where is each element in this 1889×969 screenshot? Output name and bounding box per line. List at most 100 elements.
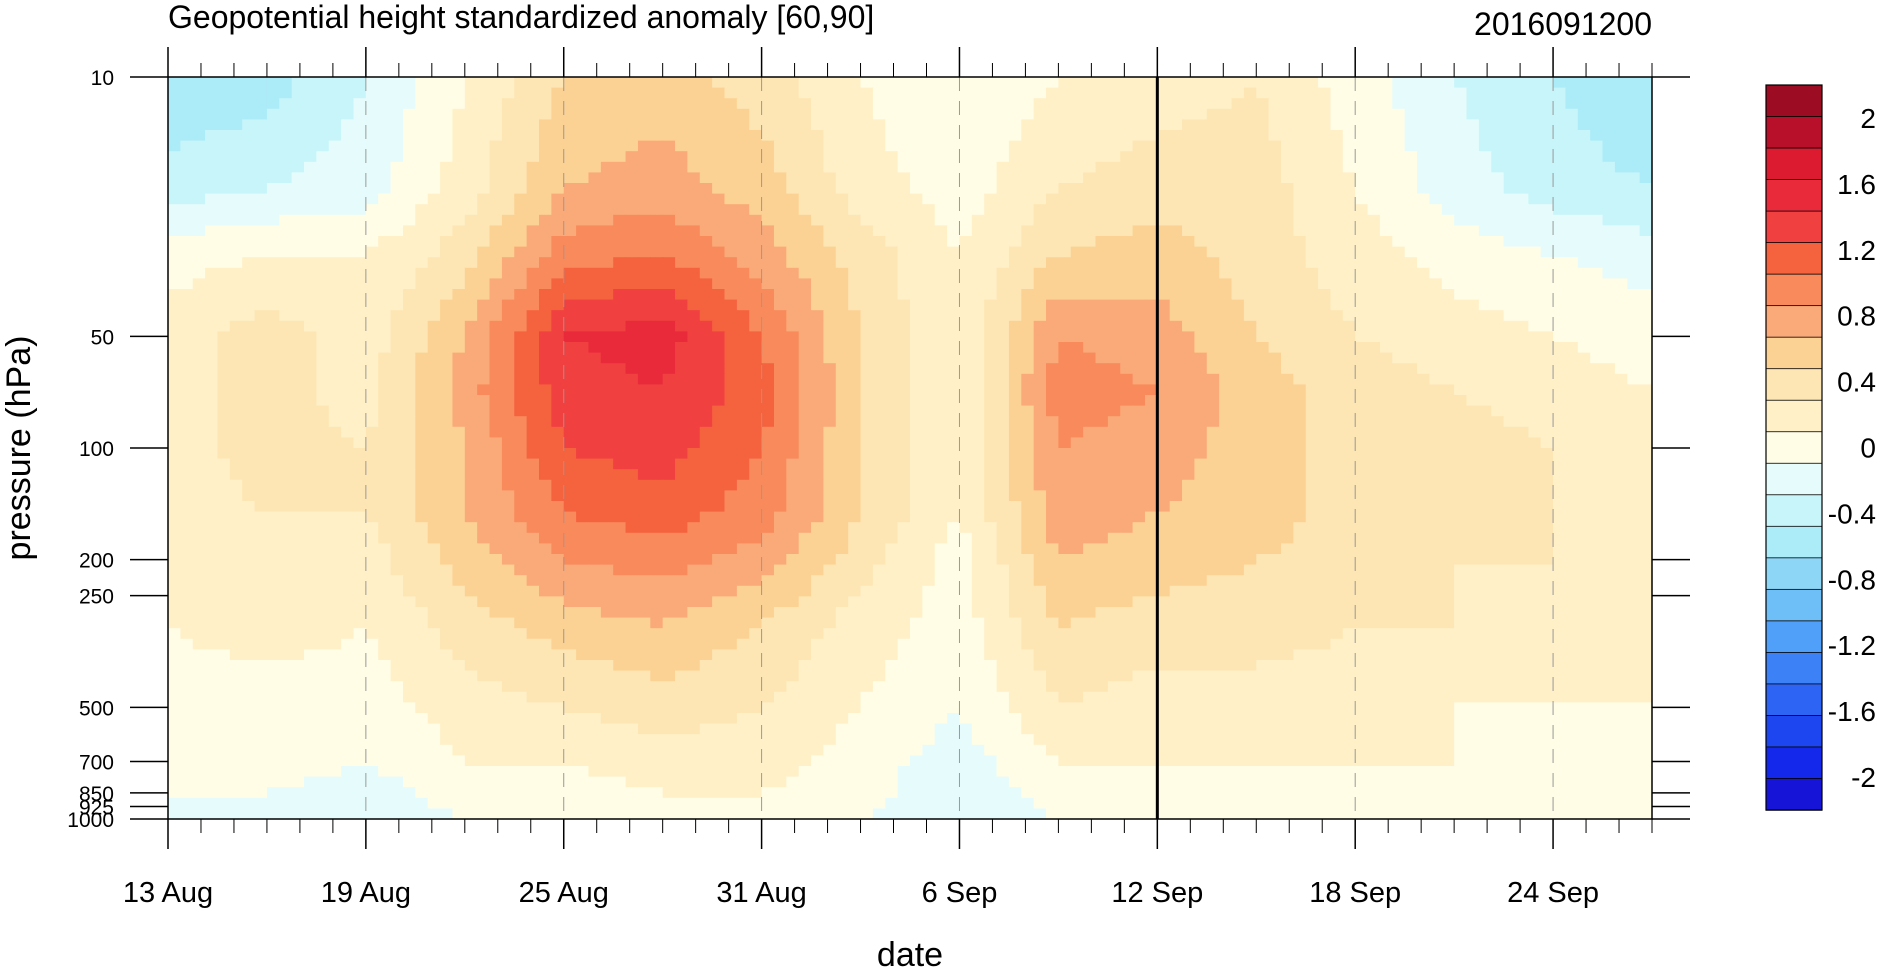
contour-cell <box>1404 299 1418 311</box>
contour-cell <box>526 331 540 343</box>
contour-cell <box>786 140 800 152</box>
contour-cell <box>180 130 194 142</box>
contour-cell <box>1256 299 1270 311</box>
contour-cell <box>724 479 738 491</box>
contour-cell <box>699 511 713 523</box>
contour-cell <box>1404 320 1418 332</box>
contour-cell <box>613 511 627 523</box>
contour-cell <box>897 77 911 89</box>
contour-cell <box>984 214 998 226</box>
contour-cell <box>440 278 454 290</box>
contour-cell <box>1553 342 1567 354</box>
contour-cell <box>613 490 627 502</box>
contour-cell <box>848 373 862 385</box>
contour-cell <box>539 151 552 163</box>
contour-cell <box>699 278 713 290</box>
contour-cell <box>872 236 886 248</box>
contour-cell <box>872 511 886 523</box>
contour-cell <box>1070 320 1084 332</box>
contour-cell <box>971 299 985 311</box>
contour-cell <box>1021 426 1035 438</box>
contour-cell <box>168 289 181 301</box>
contour-cell <box>217 236 231 248</box>
contour-cell <box>378 193 392 205</box>
contour-cell <box>897 310 911 322</box>
contour-cell <box>786 320 800 332</box>
contour-cell <box>1330 405 1344 417</box>
contour-cell <box>526 130 540 142</box>
contour-cell <box>1157 119 1171 131</box>
contour-cell <box>1429 479 1443 491</box>
contour-cell <box>205 87 219 99</box>
contour-cell <box>860 98 874 110</box>
contour-cell <box>1491 204 1505 216</box>
contour-cell <box>637 395 651 407</box>
contour-cell <box>1157 299 1171 311</box>
contour-cell <box>1256 310 1270 322</box>
contour-cell <box>934 426 948 438</box>
contour-cell <box>427 320 441 332</box>
contour-cell <box>1231 161 1245 173</box>
contour-cell <box>687 405 701 417</box>
contour-cell <box>1367 416 1381 428</box>
contour-cell <box>1342 299 1356 311</box>
contour-cell <box>1219 278 1233 290</box>
contour-cell <box>526 289 540 301</box>
contour-cell <box>304 299 317 311</box>
contour-cell <box>996 299 1010 311</box>
contour-cell <box>1355 384 1369 396</box>
contour-cell <box>1602 161 1616 173</box>
contour-cell <box>440 299 454 311</box>
contour-cell <box>1515 289 1529 301</box>
contour-cell <box>786 437 800 449</box>
contour-cell <box>1429 426 1443 438</box>
contour-cell <box>1367 204 1381 216</box>
contour-cell <box>1083 119 1097 131</box>
contour-cell <box>947 130 961 142</box>
contour-cell <box>501 384 515 396</box>
contour-cell <box>600 469 614 481</box>
contour-cell <box>501 214 515 226</box>
contour-cell <box>353 278 367 290</box>
contour-cell <box>947 87 961 99</box>
contour-cell <box>514 320 528 332</box>
contour-cell <box>279 373 293 385</box>
contour-cell <box>1231 246 1245 258</box>
contour-cell <box>1627 501 1641 513</box>
contour-cell <box>637 320 651 332</box>
contour-cell <box>675 140 688 152</box>
contour-cell <box>1206 246 1220 258</box>
contour-cell <box>254 183 268 195</box>
contour-cell <box>180 501 194 513</box>
contour-cell <box>996 363 1010 375</box>
contour-cell <box>1367 77 1381 89</box>
contour-cell <box>1046 204 1059 216</box>
contour-cell <box>427 87 441 99</box>
contour-cell <box>217 490 231 502</box>
contour-cell <box>749 448 763 460</box>
contour-cell <box>464 130 478 142</box>
contour-cell <box>1033 77 1047 89</box>
contour-cell <box>1182 479 1196 491</box>
contour-cell <box>675 437 688 449</box>
contour-cell <box>1466 225 1480 237</box>
contour-cell <box>192 130 206 142</box>
contour-cell <box>304 384 317 396</box>
contour-cell <box>1318 119 1332 131</box>
contour-cell <box>971 458 985 470</box>
contour-cell <box>996 448 1010 460</box>
contour-cell <box>365 469 379 481</box>
contour-cell <box>501 246 515 258</box>
contour-cell <box>378 416 392 428</box>
contour-cell <box>279 331 293 343</box>
contour-cell <box>712 469 726 481</box>
contour-cell <box>341 204 355 216</box>
contour-cell <box>1454 172 1468 184</box>
contour-cell <box>229 119 243 131</box>
contour-cell <box>860 501 874 513</box>
contour-cell <box>910 342 923 354</box>
contour-cell <box>266 98 280 110</box>
contour-cell <box>650 193 664 205</box>
contour-cell <box>328 342 342 354</box>
contour-cell <box>563 77 577 89</box>
